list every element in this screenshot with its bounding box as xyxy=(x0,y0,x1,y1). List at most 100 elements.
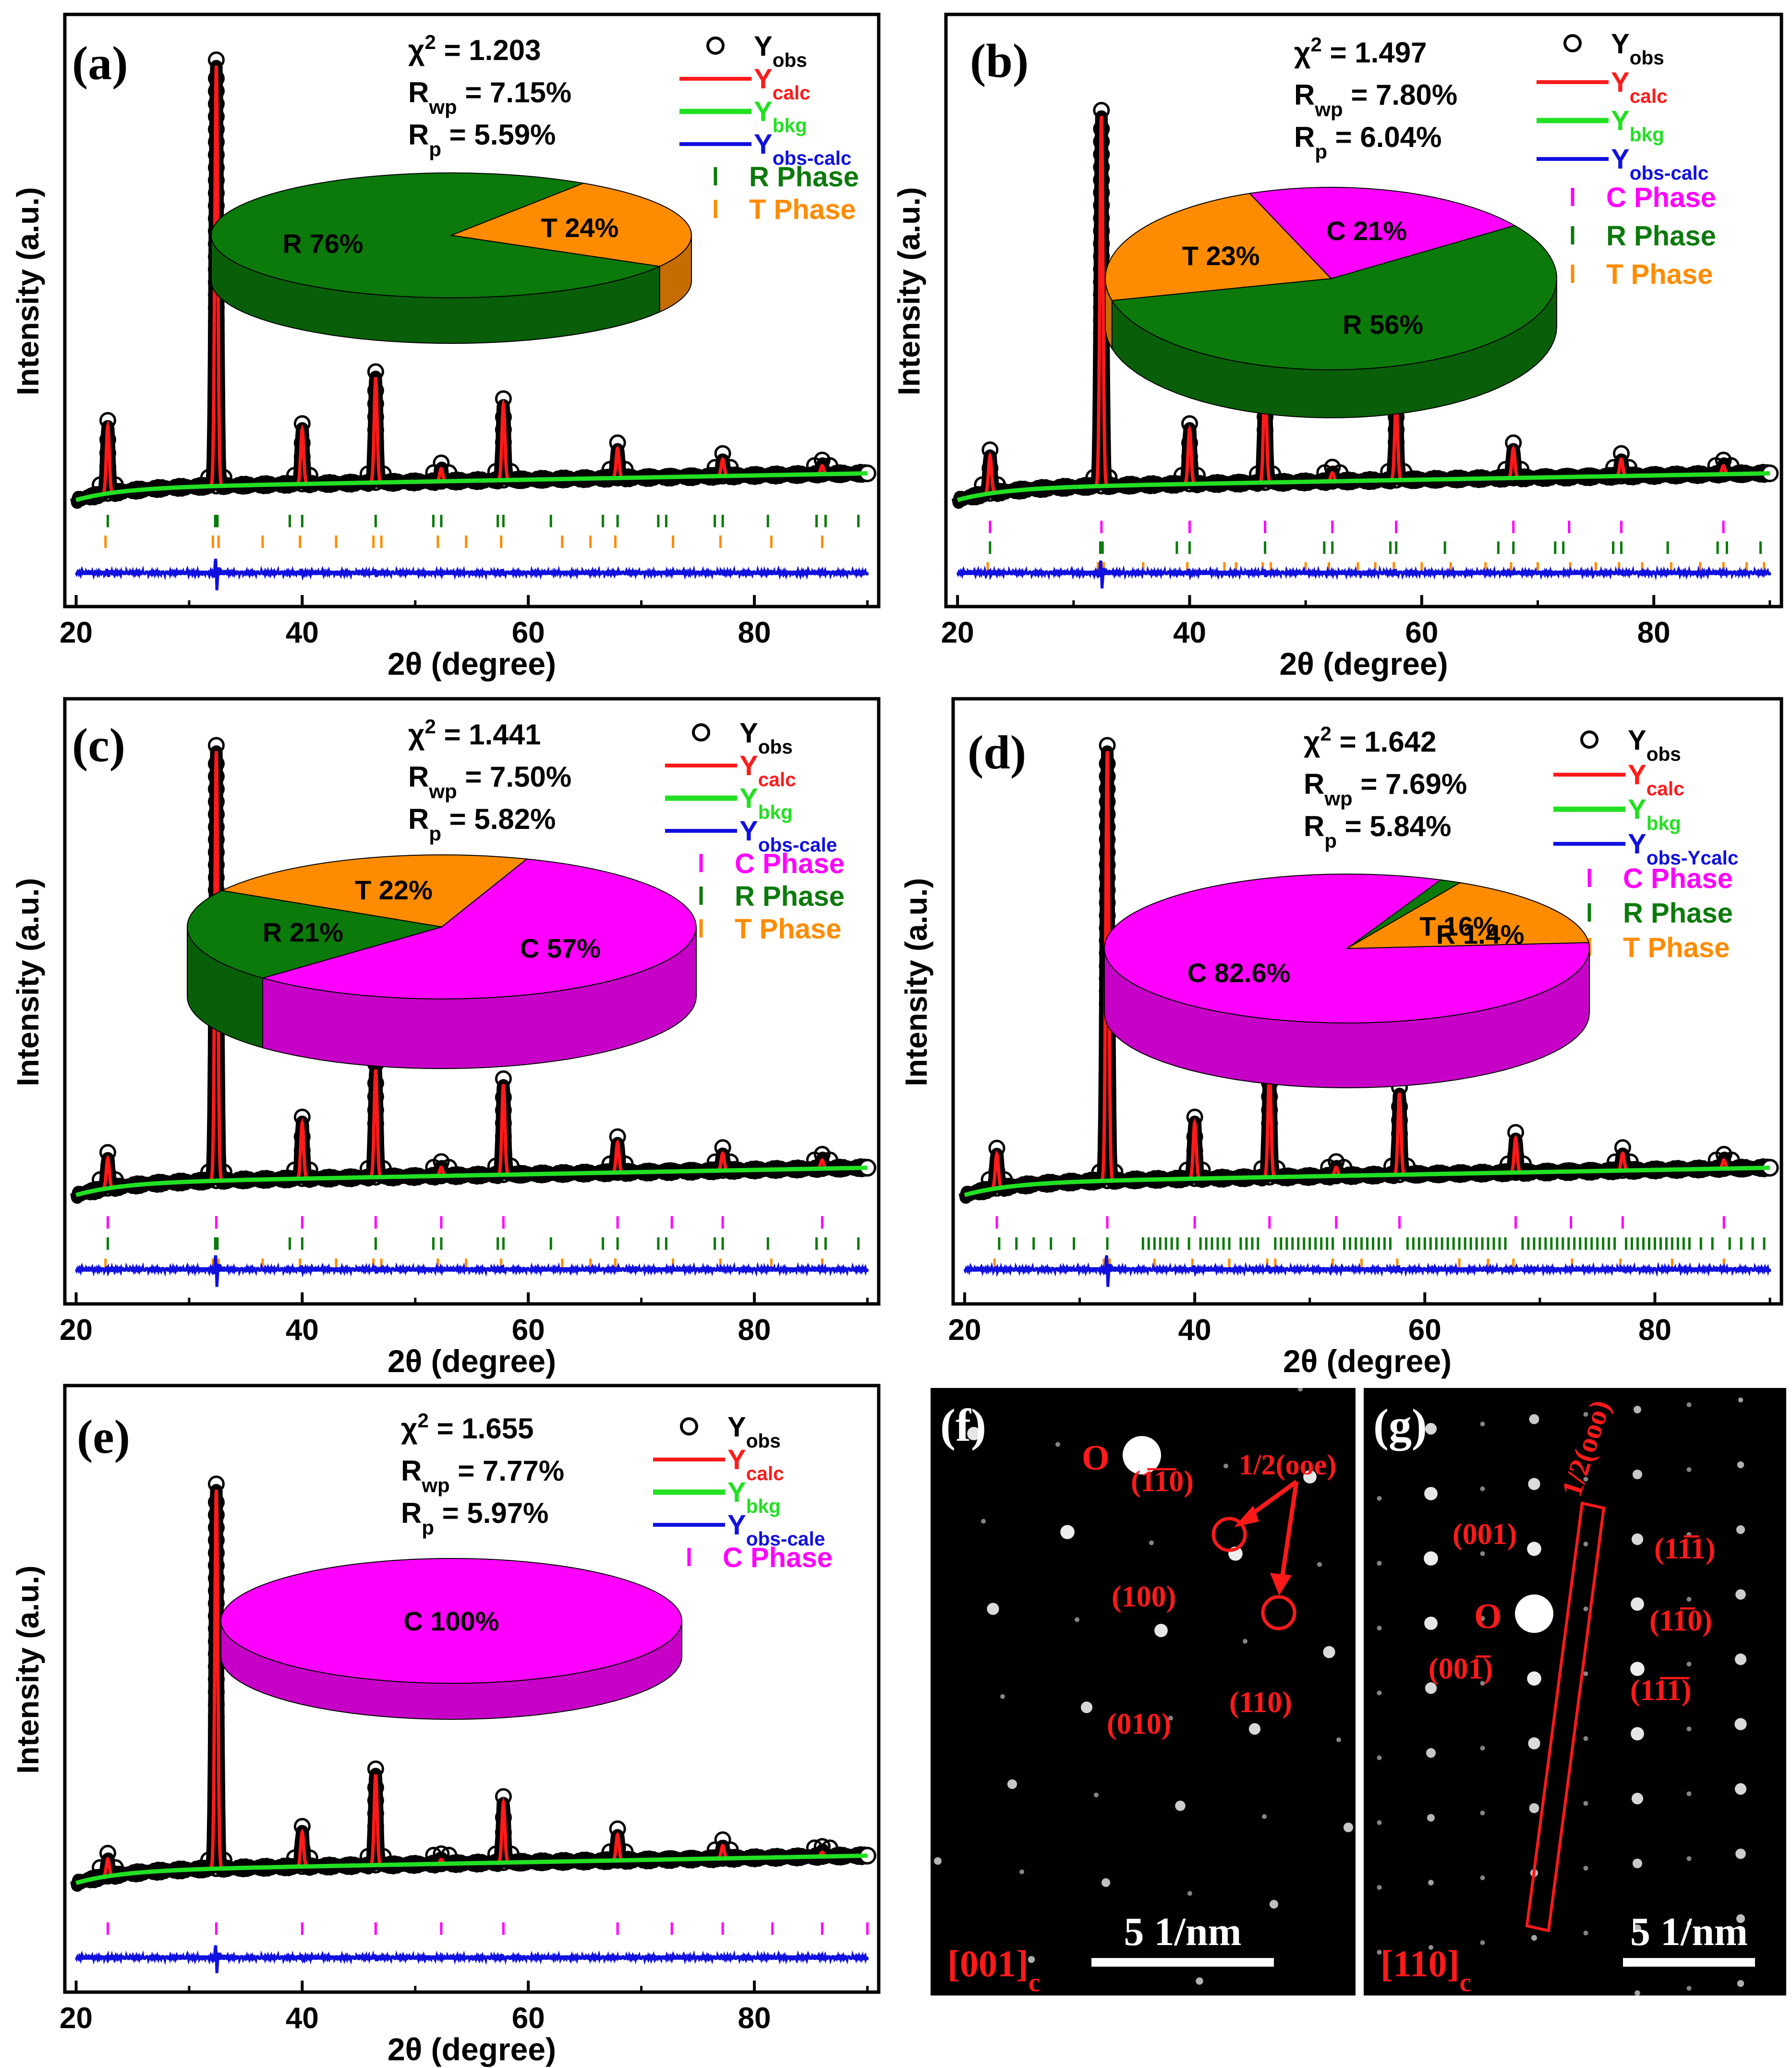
diffraction-spot xyxy=(1154,1624,1168,1637)
legend-label: C Phase xyxy=(1623,863,1733,894)
stat-rp: Rp = 5.59% xyxy=(408,119,556,160)
superlattice-spot xyxy=(1686,1532,1692,1537)
panel-label: (g) xyxy=(1373,1399,1427,1451)
diffraction-spot xyxy=(1527,1671,1541,1686)
diffraction-spot xyxy=(1303,1470,1317,1484)
plot-frame xyxy=(63,12,881,608)
diffraction-spot xyxy=(1735,1589,1746,1600)
diffraction-spot xyxy=(1634,1924,1641,1932)
difference-line xyxy=(963,1255,1771,1287)
scale-bar xyxy=(1091,1958,1274,1967)
superlattice-spot xyxy=(981,1519,986,1524)
diffraction-spot xyxy=(1196,1977,1203,1985)
obs-point xyxy=(495,1127,512,1144)
pie-label-R: R 56% xyxy=(1343,309,1423,340)
superlattice-spot xyxy=(1298,1388,1303,1392)
zone-axis-label: [001]c xyxy=(947,1943,1040,1997)
x-tick-label: 20 xyxy=(60,616,93,649)
arrow-head xyxy=(1270,1573,1292,1595)
superlattice-spot xyxy=(1686,1727,1692,1731)
superlattice-spot xyxy=(1377,1561,1382,1566)
x-tick-label: 80 xyxy=(738,2002,771,2035)
legend-label: Ycalc xyxy=(727,1444,784,1484)
background-line xyxy=(964,1166,1770,1197)
zone-axis-label: [110]c xyxy=(1380,1943,1471,1997)
pie-slice-C xyxy=(261,858,697,999)
diffraction-spot xyxy=(1428,1880,1434,1886)
x-tick-label: 60 xyxy=(512,616,545,649)
panel-label: (d) xyxy=(968,726,1026,779)
phase-tick-rows xyxy=(104,514,860,548)
superlattice-spot xyxy=(1583,1801,1588,1806)
superlattice-circle xyxy=(1211,1517,1247,1552)
phase-tick-rows xyxy=(106,1922,869,1935)
superlattice-spot xyxy=(1168,1715,1173,1721)
obs-point xyxy=(1388,446,1405,463)
x-tick-label: 20 xyxy=(60,1314,93,1347)
superlattice-spot xyxy=(1480,1875,1485,1880)
origin-label: O xyxy=(1082,1438,1110,1478)
diffraction-spot xyxy=(967,1427,981,1440)
obs-point xyxy=(1099,1071,1116,1088)
background-line xyxy=(957,471,1770,502)
pie-slice-C xyxy=(1248,187,1516,280)
reflection-label: (100) xyxy=(1112,1581,1176,1613)
y-axis-label: Intensity (a.u.) xyxy=(899,878,933,1086)
diffraction-spot xyxy=(1343,1822,1354,1833)
pie-slice-R xyxy=(1111,225,1557,371)
obs-point xyxy=(207,1134,225,1152)
pie-slice-R xyxy=(186,890,442,979)
obs-point xyxy=(207,452,225,469)
superlattice-spot xyxy=(1480,1486,1485,1491)
obs-point xyxy=(207,363,225,380)
obs-point xyxy=(207,1109,225,1126)
legend-label: Yobs xyxy=(739,718,793,758)
obs-point xyxy=(207,1096,225,1114)
diffraction-spot xyxy=(1123,1436,1161,1474)
obs-point xyxy=(207,325,225,342)
diffraction-spot xyxy=(987,1603,999,1615)
obs-point xyxy=(1093,350,1110,367)
background-line xyxy=(75,471,868,502)
refinement-stats: χ2 = 1.441 Rwp = 7.50%Rp = 5.82% xyxy=(408,715,571,845)
superlattice-spot xyxy=(1377,1626,1382,1630)
superlattice-spot xyxy=(1262,1814,1267,1819)
stat-chi2: χ2 = 1.642 xyxy=(1304,722,1436,758)
obs-point xyxy=(207,1721,225,1739)
obs-point xyxy=(207,1784,225,1801)
obs-point xyxy=(1093,401,1110,418)
superlattice-spot xyxy=(1377,1820,1382,1825)
obs-point xyxy=(207,388,225,405)
superlattice-spot xyxy=(1149,1540,1154,1545)
obs-point xyxy=(1093,363,1110,380)
obs-point xyxy=(207,1033,225,1050)
obs-point xyxy=(1099,1109,1116,1126)
phase-pie: R 76% T 24% xyxy=(210,172,692,344)
obs-point xyxy=(207,1083,225,1101)
reflection-label: (11̅0) xyxy=(1649,1605,1712,1637)
superlattice-spot xyxy=(1583,1477,1588,1482)
pie-label-T: T 23% xyxy=(1182,241,1260,271)
diffraction-spot xyxy=(1427,1814,1435,1822)
legend-label: Yobs xyxy=(1611,28,1664,69)
diffraction-spots xyxy=(934,1388,1354,1985)
difference-line xyxy=(956,560,1771,589)
obs-point xyxy=(207,376,225,393)
obs-point xyxy=(495,446,512,463)
superlattice-spot xyxy=(1583,1931,1588,1935)
diffraction-spot xyxy=(1631,1727,1644,1740)
superlattice-spot xyxy=(1000,1694,1005,1699)
legend-label: R Phase xyxy=(735,881,845,912)
stat-rwp: Rwp = 7.50% xyxy=(408,761,571,803)
legend-marker-circle xyxy=(1563,34,1582,52)
x-tick-label: 20 xyxy=(948,1314,981,1347)
diffraction-spot xyxy=(1529,1414,1539,1424)
obs-point xyxy=(207,1046,225,1063)
obs-point xyxy=(207,1147,225,1164)
x-tick-label: 80 xyxy=(738,616,771,649)
diffraction-spot xyxy=(1734,1783,1747,1795)
obs-point xyxy=(207,426,225,444)
diffraction-spot xyxy=(934,1857,942,1865)
legend-label: T Phase xyxy=(1606,259,1713,290)
